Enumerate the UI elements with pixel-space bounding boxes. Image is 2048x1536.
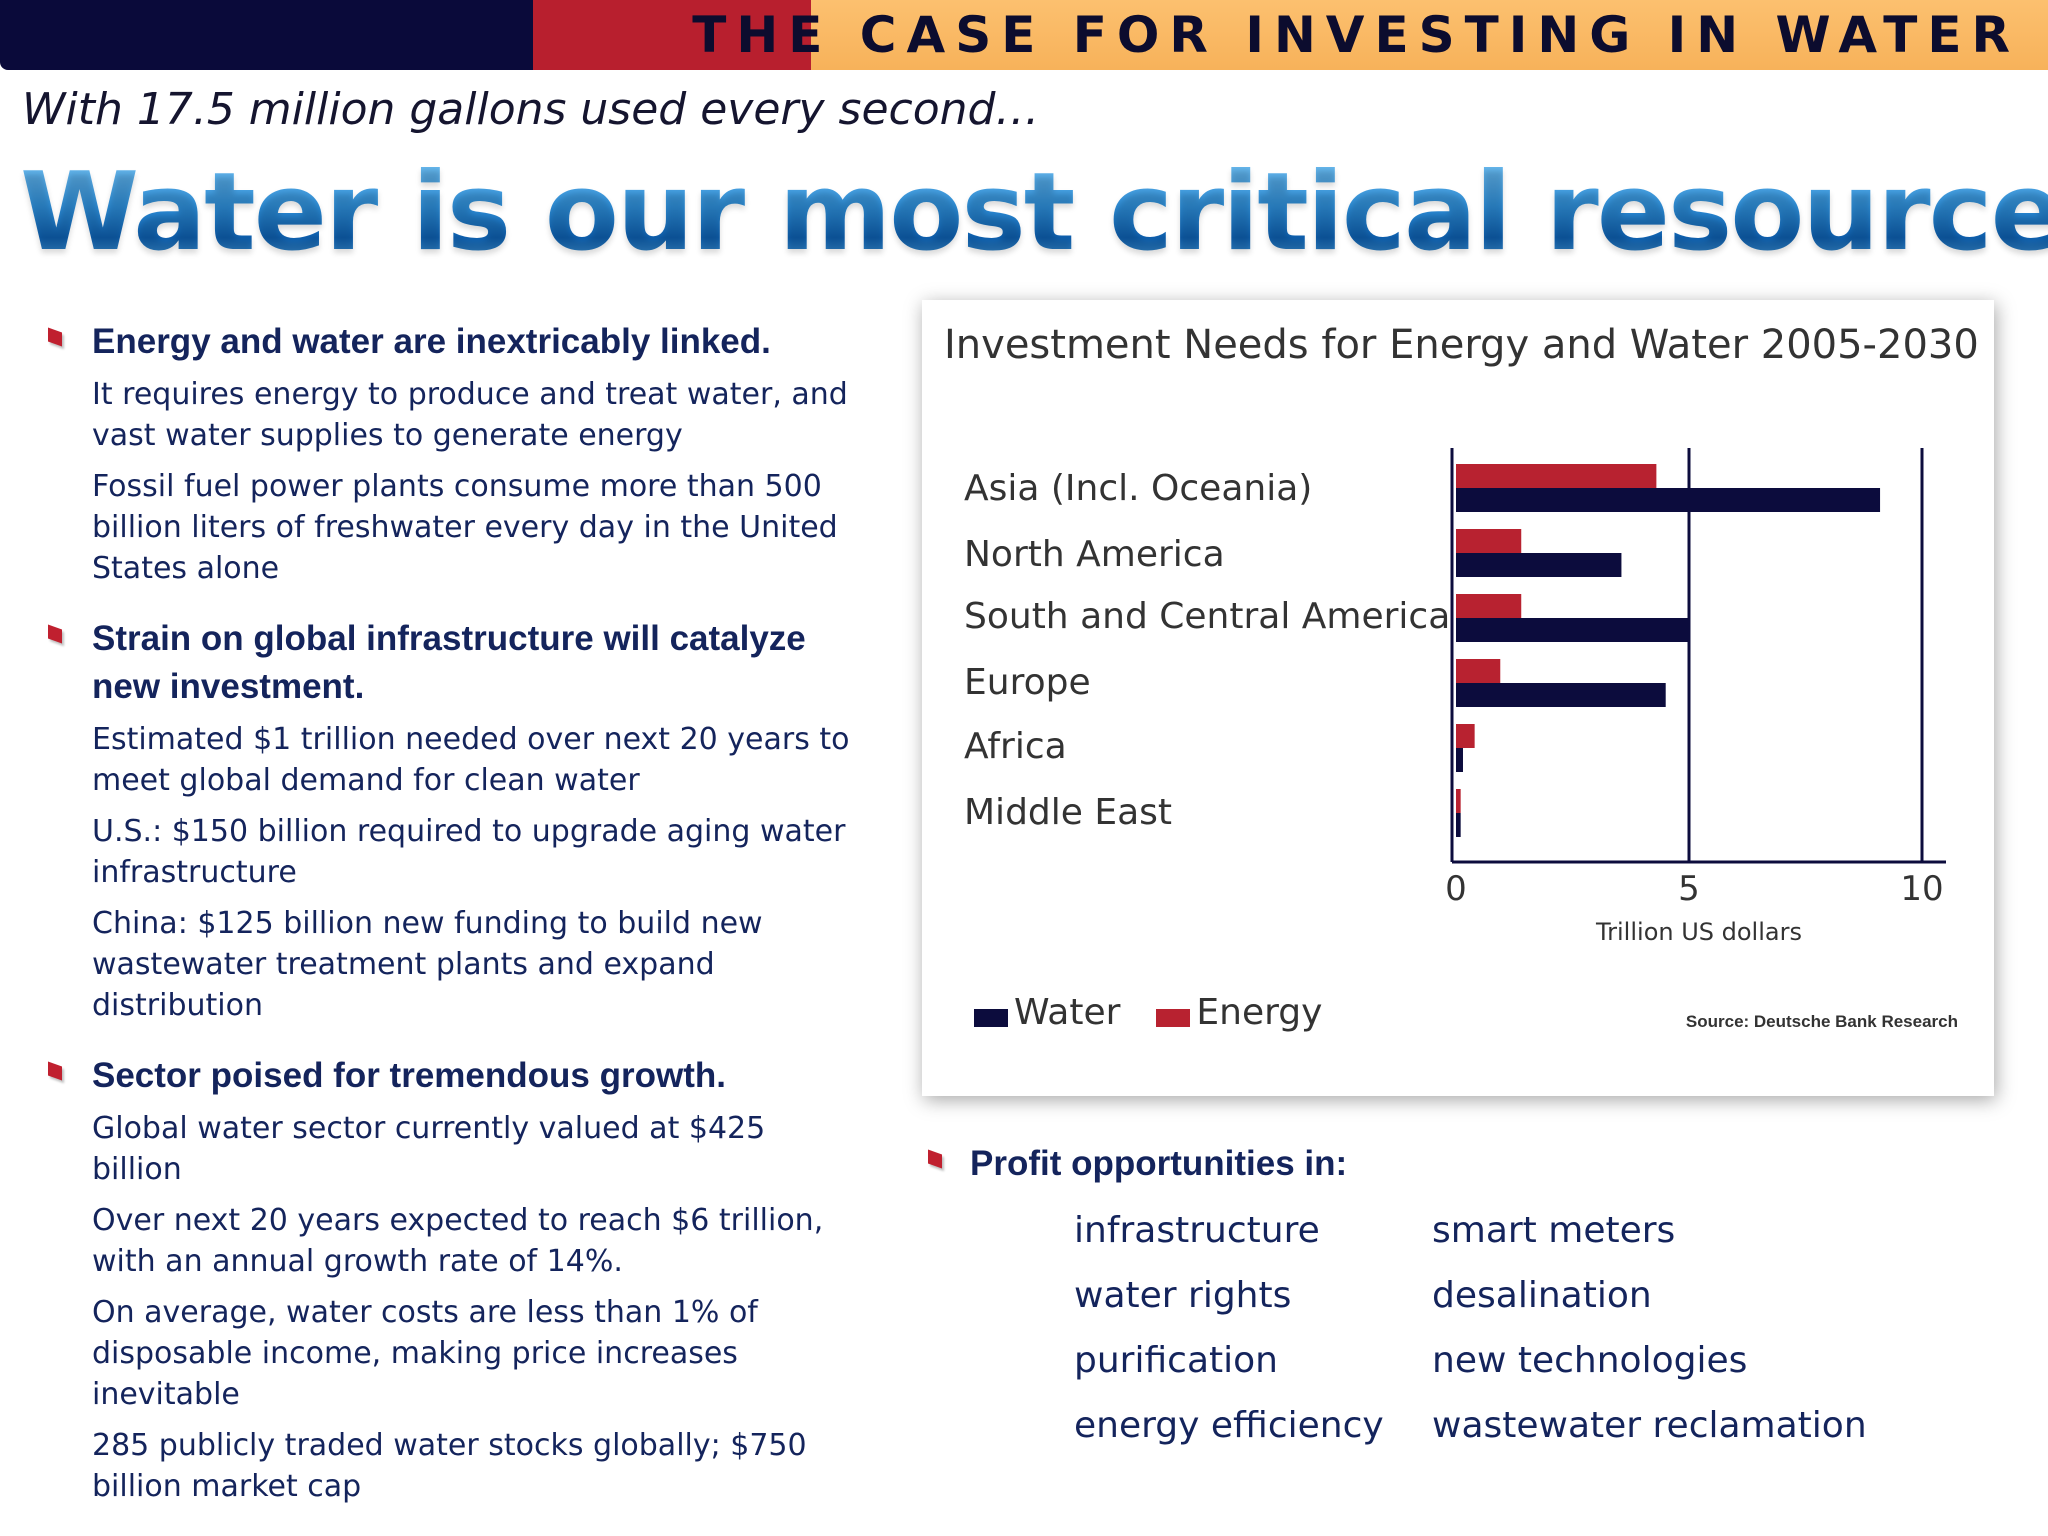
energy-bar — [1456, 529, 1522, 553]
energy-bar — [1456, 789, 1461, 813]
x-axis-label: Trillion US dollars — [1595, 918, 1802, 946]
water-bar — [1456, 683, 1666, 707]
section-point: Estimated $1 trillion needed over next 2… — [92, 722, 850, 798]
x-tick-label: 0 — [1445, 869, 1467, 909]
section-point: Fossil fuel power plants consume more th… — [92, 469, 838, 586]
legend-item-water: Water — [974, 992, 1120, 1033]
banner-red-segment — [533, 0, 811, 70]
section-heading-text: Energy and water are inextricably linked… — [92, 322, 771, 361]
opportunity-item: new technologies — [1432, 1340, 1748, 1381]
section-heading-text: Sector poised for tremendous growth. — [92, 1056, 726, 1095]
section-heading: Profit opportunities in: — [922, 1140, 2022, 1188]
x-tick-label: 5 — [1678, 869, 1700, 909]
bullet-icon — [48, 624, 62, 644]
energy-bar — [1456, 464, 1657, 488]
energy-bar — [1456, 724, 1475, 748]
category-label: South and Central America — [964, 596, 1450, 637]
subtitle: With 17.5 million gallons used every sec… — [22, 84, 1040, 135]
bullet-icon — [48, 327, 62, 347]
legend-label: Water — [1014, 992, 1121, 1033]
legend-item-energy: Energy — [1156, 992, 1322, 1033]
opportunity-item: energy efficiency — [1074, 1405, 1384, 1446]
section-heading: Strain on global infrastructure will cat… — [40, 615, 860, 711]
water-bar — [1456, 813, 1461, 837]
water-bar — [1456, 618, 1689, 642]
category-label: Asia (Incl. Oceania) — [964, 468, 1312, 509]
legend-label: Energy — [1196, 992, 1323, 1033]
bar-chart: Asia (Incl. Oceania) North America South a… — [964, 448, 1946, 946]
banner-navy-segment — [0, 0, 533, 70]
energy-bar — [1456, 594, 1522, 618]
section-growth: Sector poised for tremendous growth. Glo… — [40, 1052, 860, 1507]
section-point: China: $125 billion new funding to build… — [92, 906, 763, 1023]
top-banner: THE CASE FOR INVESTING IN WATER — [0, 0, 2048, 70]
opportunity-item: wastewater reclamation — [1432, 1405, 1867, 1446]
section-point: It requires energy to produce and treat … — [92, 377, 848, 453]
section-point: U.S.: $150 billion required to upgrade a… — [92, 814, 846, 890]
banner-orange-segment — [811, 0, 2048, 70]
section-energy-water: Energy and water are inextricably linked… — [40, 318, 860, 589]
bullet-icon — [48, 1061, 62, 1081]
opportunity-item: desalination — [1432, 1275, 1652, 1316]
section-heading: Energy and water are inextricably linked… — [40, 318, 860, 366]
water-bar — [1456, 488, 1881, 512]
headline: Water is our most critical resource. — [20, 150, 2048, 275]
opportunity-item: infrastructure — [1074, 1210, 1320, 1251]
chart-card: Investment Needs for Energy and Water 20… — [922, 300, 1994, 1096]
category-label: Africa — [964, 726, 1067, 767]
profit-heading: Profit opportunities in: — [970, 1144, 1348, 1183]
opportunity-item: purification — [1074, 1340, 1278, 1381]
section-infrastructure: Strain on global infrastructure will cat… — [40, 615, 860, 1026]
category-label: Europe — [964, 662, 1091, 703]
section-point: Global water sector currently valued at … — [92, 1111, 766, 1187]
opportunity-item: water rights — [1074, 1275, 1292, 1316]
bullet-icon — [928, 1149, 942, 1169]
section-point: 285 publicly traded water stocks globall… — [92, 1428, 807, 1504]
water-bar — [1456, 553, 1622, 577]
left-column: Energy and water are inextricably linked… — [40, 318, 860, 1533]
section-point: Over next 20 years expected to reach $6 … — [92, 1203, 824, 1279]
legend-swatch — [1156, 1008, 1191, 1027]
profit-section: Profit opportunities in: infrastructure … — [922, 1140, 2022, 1446]
chart-source: Source: Deutsche Bank Research — [1685, 1012, 1958, 1031]
banner-title: THE CASE FOR INVESTING IN WATER — [692, 6, 2020, 64]
opportunity-item: smart meters — [1432, 1210, 1676, 1251]
legend-swatch — [974, 1008, 1008, 1027]
section-heading: Sector poised for tremendous growth. — [40, 1052, 860, 1100]
x-tick-label: 10 — [1900, 869, 1943, 909]
category-label: Middle East — [964, 792, 1172, 833]
section-point: On average, water costs are less than 1%… — [92, 1295, 758, 1412]
chart-legend: Water Energy — [974, 992, 1358, 1033]
water-bar — [1456, 748, 1463, 772]
category-label: North America — [964, 534, 1225, 575]
section-heading-text: Strain on global infrastructure will cat… — [92, 619, 806, 706]
opportunity-list: infrastructure smart meters water rights… — [1074, 1208, 1974, 1448]
energy-bar — [1456, 659, 1501, 683]
chart-title: Investment Needs for Energy and Water 20… — [944, 322, 1979, 368]
